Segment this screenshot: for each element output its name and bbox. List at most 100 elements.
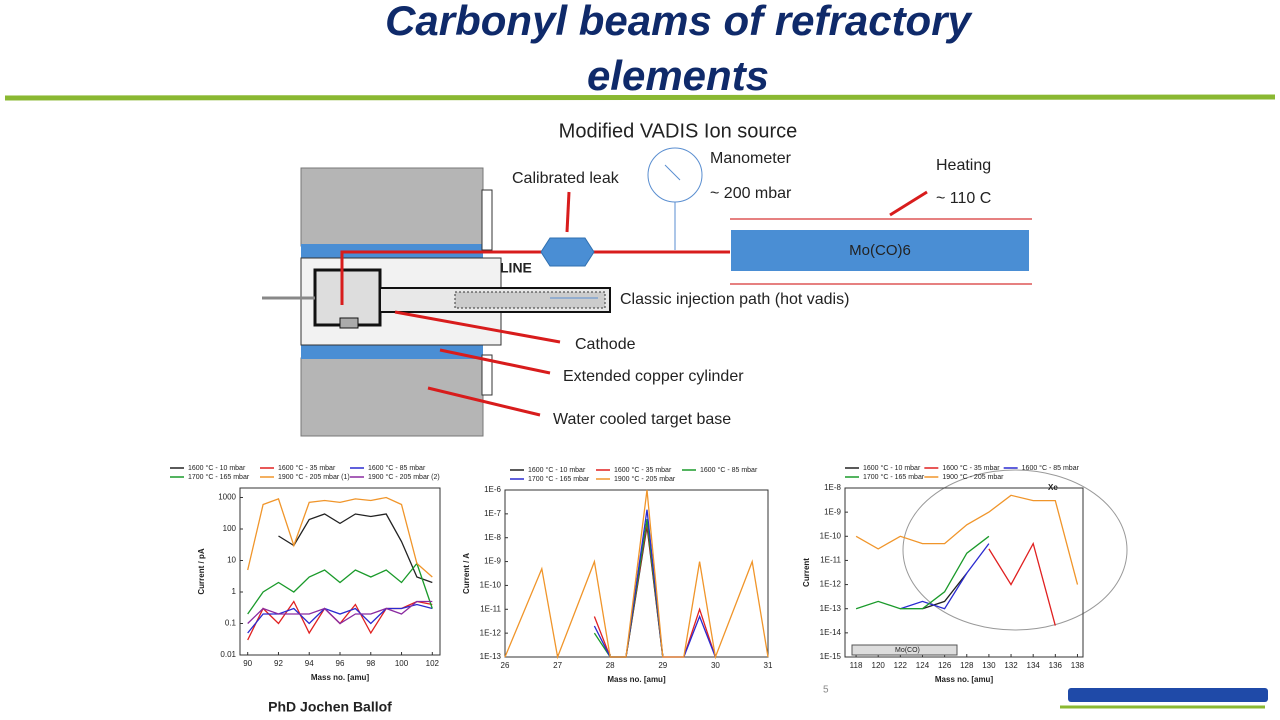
series-line (855, 494, 1079, 585)
leak-label: Calibrated leak (512, 170, 620, 187)
x-axis-label: Mass no. [amu] (607, 675, 666, 684)
plot-frame (504, 489, 769, 658)
x-tick-label: 120 (872, 661, 886, 670)
temperature-label: ~ 110 C (936, 190, 991, 207)
feed-line (340, 250, 730, 305)
x-tick-label: 134 (1027, 661, 1041, 670)
y-axis-label: Current / A (462, 553, 471, 594)
y-tick-label: 1E-13 (480, 652, 502, 661)
x-tick-label: 26 (501, 661, 510, 670)
copper-label: Extended copper cylinder (563, 368, 744, 385)
x-tick-label: 138 (1071, 661, 1085, 670)
title-rule (4, 94, 1276, 101)
legend-label: 1600 °C - 85 mbar (700, 466, 758, 474)
legend-label: 1700 °C - 165 mbar (528, 475, 590, 483)
y-tick-label: 1 (232, 587, 237, 596)
diagram-heading: Modified VADIS Ion source (559, 120, 798, 142)
y-tick-label: 1E-11 (480, 604, 501, 613)
target-base-label: Water cooled target base (553, 411, 731, 428)
y-axis-label: Current (802, 558, 811, 587)
x-axis-label: Mass no. [amu] (311, 673, 370, 682)
legend-label: 1700 °C - 165 mbar (188, 473, 250, 481)
legend-label: 1900 °C - 205 mbar (942, 473, 1004, 481)
legend-label: 1600 °C - 35 mbar (614, 466, 672, 474)
x-tick-label: 128 (960, 661, 974, 670)
legend-label: 1600 °C - 85 mbar (368, 464, 426, 472)
series-line (247, 600, 433, 625)
legend-label: 1600 °C - 10 mbar (863, 464, 921, 472)
series-line (504, 489, 769, 660)
y-tick-label: 1E-12 (820, 580, 842, 589)
legend-label: 1900 °C - 205 mbar (614, 475, 676, 483)
pressure-label: ~ 200 mbar (710, 185, 792, 202)
x-tick-label: 27 (553, 661, 562, 670)
x-tick-label: 30 (711, 661, 720, 670)
y-tick-label: 1E-9 (484, 557, 501, 566)
oven (731, 230, 1029, 271)
legend-label: 1600 °C - 10 mbar (188, 464, 246, 472)
y-tick-label: 1E-7 (484, 509, 501, 518)
logo (1068, 688, 1268, 702)
line-label: LINE (500, 260, 532, 276)
y-tick-label: 1000 (218, 493, 236, 502)
legend-label: 1900 °C - 205 mbar (1) (278, 473, 350, 481)
x-tick-label: 132 (1004, 661, 1018, 670)
x-tick-label: 122 (894, 661, 908, 670)
heating-label: Heating (936, 157, 991, 174)
x-tick-label: 96 (336, 659, 345, 668)
plot-frame (844, 487, 1084, 658)
y-tick-label: 1E-6 (484, 485, 501, 494)
legend-label: 1600 °C - 35 mbar (942, 464, 1000, 472)
series-line (593, 509, 717, 658)
y-tick-label: 0.1 (225, 619, 237, 628)
x-tick-label: 130 (982, 661, 996, 670)
annotation: Mo(CO) (895, 647, 920, 654)
page-number: 5 (823, 685, 829, 696)
series-line (855, 535, 990, 610)
annotation: Xe (1048, 483, 1058, 492)
x-tick-label: 118 (850, 661, 863, 670)
leak-valve (540, 237, 595, 267)
x-tick-label: 100 (395, 659, 409, 668)
y-tick-label: 1E-14 (820, 628, 842, 637)
y-tick-label: 1E-12 (480, 628, 502, 637)
x-tick-label: 31 (764, 661, 773, 670)
series-line (278, 513, 433, 584)
x-tick-label: 28 (606, 661, 615, 670)
series-line (900, 543, 990, 610)
gauge-needle (664, 164, 681, 181)
xe-ellipse (902, 469, 1128, 631)
y-tick-label: 1E-15 (820, 652, 842, 661)
x-tick-label: 126 (938, 661, 952, 670)
x-tick-label: 90 (243, 659, 252, 668)
annotation-box (851, 644, 958, 656)
y-tick-label: 1E-10 (480, 581, 502, 590)
series-line (247, 562, 433, 615)
y-tick-label: 1E-11 (820, 556, 841, 565)
legend-label: 1700 °C - 165 mbar (863, 473, 925, 481)
y-tick-label: 1E-8 (824, 483, 841, 492)
series-line (922, 572, 968, 610)
x-tick-label: 124 (916, 661, 930, 670)
series-line (247, 603, 433, 634)
y-axis-label: Current / pA (197, 548, 206, 594)
legend-label: 1600 °C - 85 mbar (1022, 464, 1080, 472)
classic-path-label: Classic injection path (hot vadis) (620, 291, 849, 308)
y-tick-label: 1E-9 (824, 507, 841, 516)
y-tick-label: 1E-13 (820, 604, 842, 613)
x-tick-label: 94 (305, 659, 314, 668)
cathode-label: Cathode (575, 336, 636, 353)
oven-label: Mo(CO)6 (849, 242, 911, 259)
x-tick-label: 92 (274, 659, 283, 668)
legend-label: 1900 °C - 205 mbar (2) (368, 473, 440, 481)
legend-label: 1600 °C - 35 mbar (278, 464, 336, 472)
title: Carbonyl beams of refractory elements (385, 0, 973, 99)
series-line (247, 496, 433, 578)
y-tick-label: 1E-8 (484, 533, 501, 542)
y-tick-label: 10 (227, 556, 236, 565)
x-tick-label: 29 (658, 661, 667, 670)
series-line (988, 541, 1056, 626)
x-tick-label: 98 (366, 659, 375, 668)
